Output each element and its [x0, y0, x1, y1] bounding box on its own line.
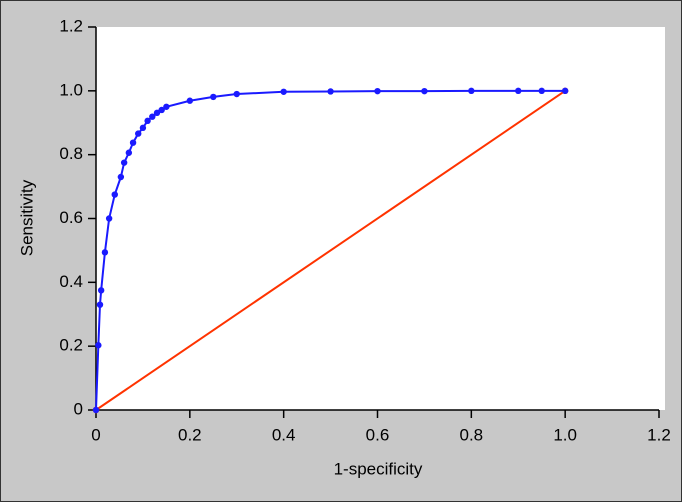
y-axis-label: Sensitivity [17, 179, 36, 256]
data-point [144, 117, 151, 125]
data-point [515, 87, 522, 95]
data-point [153, 109, 161, 117]
data-point [561, 87, 569, 95]
data-point [468, 87, 475, 95]
x-tick-label: 1.0 [553, 425, 577, 444]
y-tick-label: 0.4 [59, 272, 83, 291]
data-point [163, 103, 170, 110]
y-tick-label: 0.8 [59, 144, 83, 163]
data-point [135, 130, 142, 137]
x-tick-label: 0.6 [366, 425, 390, 444]
x-tick-label: 0.4 [272, 425, 296, 444]
data-point [139, 124, 147, 132]
data-point [129, 139, 137, 146]
x-tick-label: 1.2 [647, 425, 671, 444]
data-point [97, 287, 105, 294]
x-axis-label: 1-specificity [334, 459, 423, 478]
data-point [538, 87, 545, 95]
y-tick-label: 0 [74, 399, 83, 418]
y-tick-label: 0.2 [59, 336, 83, 355]
x-tick-label: 0 [91, 425, 100, 444]
data-point [149, 113, 156, 120]
series-line [95, 90, 566, 411]
data-point [117, 173, 125, 181]
data-point [92, 406, 100, 414]
data-point [327, 88, 334, 95]
data-point [210, 93, 217, 101]
y-tick-label: 0.6 [59, 208, 83, 227]
data-point [96, 301, 104, 308]
data-point [280, 88, 287, 95]
data-point [111, 191, 118, 198]
y-tick-label: 1.2 [59, 16, 83, 35]
data-point [158, 106, 165, 114]
data-point [101, 249, 109, 256]
data-point [125, 149, 133, 156]
data-point [233, 90, 240, 98]
x-tick-label: 0.2 [178, 425, 202, 444]
y-tick-label: 1.0 [59, 80, 83, 99]
data-point [186, 97, 194, 104]
x-tick-label: 0.8 [460, 425, 484, 444]
data-point [105, 215, 113, 222]
data-point [374, 87, 381, 95]
data-point [95, 342, 102, 349]
data-point [421, 87, 428, 95]
data-point [120, 159, 128, 166]
